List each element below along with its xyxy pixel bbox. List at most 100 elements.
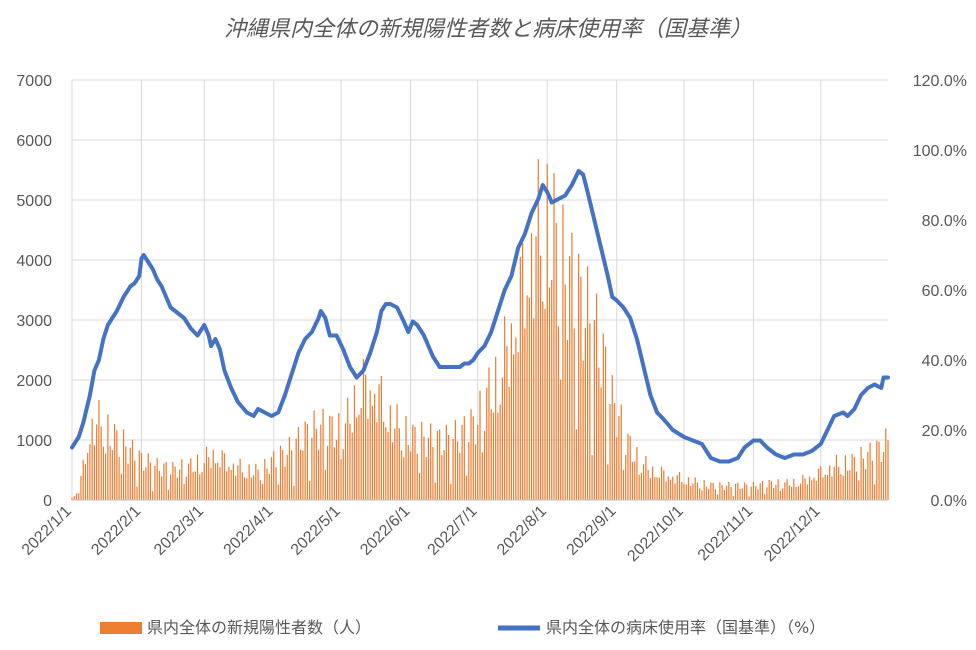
bar-daily-cases: [636, 447, 638, 500]
left-tick-label: 7000: [16, 73, 52, 90]
bar-daily-cases: [82, 459, 84, 500]
bar-daily-cases: [306, 424, 308, 500]
bar-daily-cases: [873, 484, 876, 500]
bar-daily-cases: [696, 482, 699, 500]
bar-daily-cases: [472, 416, 474, 500]
bar-daily-cases: [239, 458, 241, 500]
bar-daily-cases: [291, 450, 293, 500]
bar-daily-cases: [183, 484, 185, 500]
bar-daily-cases: [80, 476, 82, 500]
bar-daily-cases: [699, 488, 701, 500]
bar-daily-cases: [515, 337, 517, 500]
bar-daily-cases: [497, 412, 499, 500]
bar-daily-cases: [667, 476, 669, 500]
bar-daily-cases: [407, 444, 409, 500]
bar-daily-cases: [721, 485, 723, 500]
bar-daily-cases: [259, 480, 261, 500]
bar-daily-cases: [116, 430, 118, 500]
bar-daily-cases: [665, 481, 667, 500]
bar-daily-cases: [300, 449, 302, 500]
bar-daily-cases: [824, 474, 826, 500]
bar-daily-cases: [356, 417, 358, 500]
bar-daily-cases: [427, 437, 430, 500]
bar-daily-cases: [210, 468, 212, 500]
bar-daily-cases: [403, 457, 405, 500]
bar-daily-cases: [732, 496, 734, 500]
bar-daily-cases: [398, 428, 400, 500]
bar-daily-cases: [708, 488, 710, 500]
bar-daily-cases: [89, 444, 91, 500]
bar-daily-cases: [358, 414, 360, 500]
bar-daily-cases: [100, 426, 102, 500]
bar-daily-cases: [701, 490, 703, 500]
bar-daily-cases: [421, 421, 423, 500]
bar-daily-cases: [777, 479, 779, 500]
right-tick-label: 60.0%: [922, 283, 967, 300]
bar-daily-cases: [786, 478, 788, 500]
bar-daily-cases: [669, 479, 672, 500]
bar-daily-cases: [205, 446, 208, 500]
bar-daily-cases: [674, 483, 676, 500]
bar-daily-cases: [136, 486, 138, 500]
bar-daily-cases: [149, 462, 152, 500]
bar-daily-cases: [252, 475, 255, 500]
bar-daily-cases: [728, 482, 730, 500]
bar-daily-cases: [125, 446, 127, 500]
bar-daily-cases: [714, 489, 716, 500]
bar-daily-cases: [109, 445, 111, 500]
bar-daily-cases: [324, 469, 326, 500]
bar-daily-cases: [526, 295, 528, 500]
bar-daily-cases: [185, 476, 187, 500]
bar-daily-cases: [315, 428, 317, 500]
bar-daily-cases: [172, 461, 174, 500]
x-tick-label: 2022/3/1: [151, 503, 207, 559]
bar-daily-cases: [237, 465, 239, 500]
bar-daily-cases: [555, 222, 557, 500]
bar-daily-cases: [746, 484, 748, 500]
bar-daily-cases: [351, 432, 353, 500]
bar-daily-cases: [331, 416, 333, 500]
bar-daily-cases: [165, 461, 167, 500]
bar-daily-cases: [380, 376, 382, 500]
bar-daily-cases: [317, 449, 320, 500]
bar-daily-cases: [759, 483, 761, 500]
bar-daily-cases: [499, 404, 501, 500]
bar-daily-cases: [492, 412, 495, 500]
bar-daily-cases: [504, 316, 506, 500]
bar-daily-cases: [223, 453, 226, 500]
bar-daily-cases: [849, 470, 851, 500]
right-tick-label: 100.0%: [913, 143, 967, 160]
bar-daily-cases: [752, 482, 755, 500]
bar-daily-cases: [647, 469, 649, 500]
bar-daily-cases: [131, 439, 134, 500]
bar-daily-cases: [770, 481, 773, 500]
bar-daily-cases: [400, 450, 403, 500]
bar-daily-cases: [143, 470, 145, 500]
bar-daily-cases: [264, 459, 266, 500]
bar-daily-cases: [349, 423, 351, 500]
bar-daily-cases: [569, 256, 571, 500]
bar-daily-cases: [553, 173, 555, 500]
bar-daily-cases: [519, 256, 521, 500]
bar-daily-cases: [441, 455, 443, 500]
bar-daily-cases: [194, 471, 196, 500]
bar-daily-cases: [250, 477, 252, 500]
bar-daily-cases: [226, 471, 228, 500]
bar-series-positive-cases: [71, 159, 889, 500]
bar-daily-cases: [739, 488, 741, 500]
bar-daily-cases: [799, 483, 802, 500]
bar-daily-cases: [154, 465, 156, 500]
bar-daily-cases: [430, 423, 432, 500]
x-tick-label: 2022/4/1: [221, 503, 277, 559]
bar-daily-cases: [396, 404, 398, 500]
bar-daily-cases: [275, 467, 277, 500]
bar-daily-cases: [517, 352, 519, 500]
bar-daily-cases: [490, 409, 492, 500]
bar-daily-cases: [152, 491, 154, 500]
bar-daily-cases: [692, 483, 694, 500]
bar-daily-cases: [663, 470, 665, 500]
bar-daily-cases: [432, 446, 434, 500]
bar-daily-cases: [548, 287, 551, 500]
left-tick-label: 4000: [16, 253, 52, 270]
bar-daily-cases: [378, 384, 380, 500]
